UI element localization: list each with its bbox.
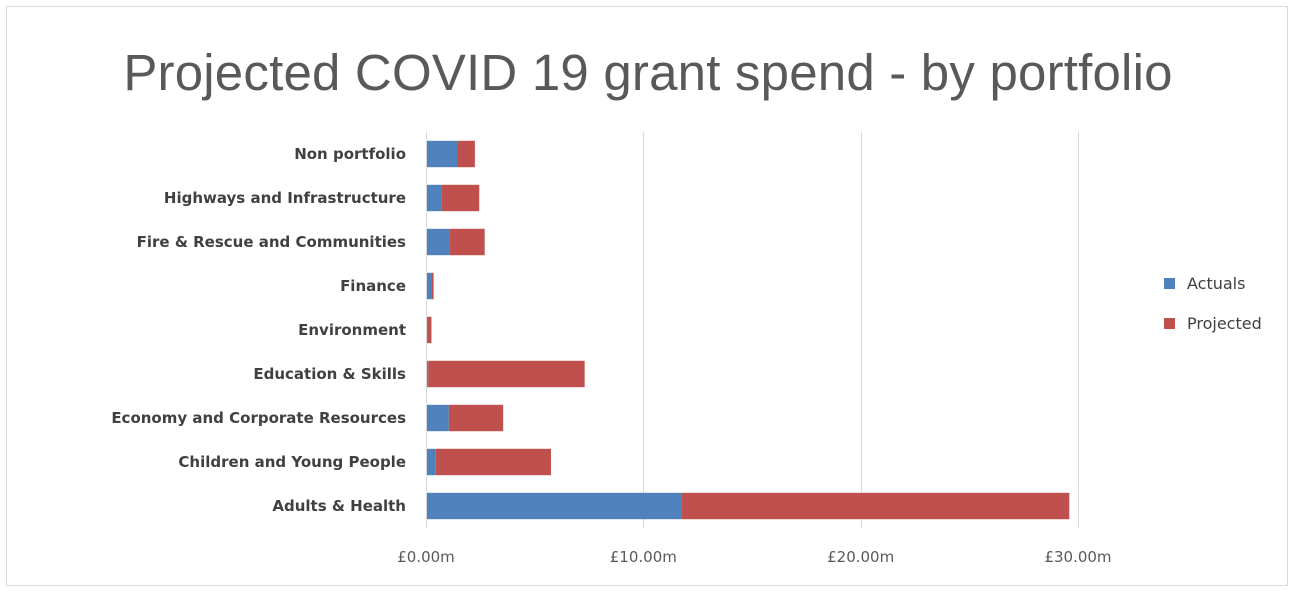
bar-projected xyxy=(428,360,585,388)
legend-label-projected: Projected xyxy=(1187,313,1262,333)
chart-frame: Projected COVID 19 grant spend - by port… xyxy=(6,6,1288,586)
chart-legend: Actuals Projected xyxy=(1164,272,1262,352)
bar-projected xyxy=(435,448,551,476)
category-label: Adults & Health xyxy=(272,497,406,515)
bar-projected xyxy=(457,140,475,168)
bar-projected xyxy=(427,316,432,344)
bar-actuals xyxy=(426,360,429,388)
category-label: Non portfolio xyxy=(294,145,406,163)
x-tick-label: £20.00m xyxy=(827,548,894,566)
legend-swatch-projected xyxy=(1164,317,1175,329)
bar-actuals xyxy=(426,448,436,476)
legend-swatch-actuals xyxy=(1164,277,1175,289)
legend-item-projected: Projected xyxy=(1164,312,1262,334)
bar-actuals xyxy=(426,140,458,168)
category-label: Economy and Corporate Resources xyxy=(111,409,406,427)
bar-projected xyxy=(448,404,504,432)
bar-actuals xyxy=(426,184,442,212)
bar-actuals xyxy=(426,272,432,300)
category-label: Highways and Infrastructure xyxy=(164,189,406,207)
legend-label-actuals: Actuals xyxy=(1187,273,1246,293)
category-label: Children and Young People xyxy=(178,453,406,471)
category-label: Environment xyxy=(298,321,406,339)
bar-actuals xyxy=(426,492,682,520)
legend-item-actuals: Actuals xyxy=(1164,272,1262,294)
chart-title: Projected COVID 19 grant spend - by port… xyxy=(123,44,1173,101)
x-tick-label: £30.00m xyxy=(1044,548,1111,566)
bar-projected xyxy=(441,184,480,212)
x-tick-label: £0.00m xyxy=(397,548,455,566)
category-label: Finance xyxy=(340,277,406,295)
category-label: Education & Skills xyxy=(253,365,406,383)
bar-projected xyxy=(681,492,1070,520)
x-tick-label: £10.00m xyxy=(610,548,677,566)
bar-actuals xyxy=(426,404,449,432)
bar-projected xyxy=(431,272,434,300)
bar-projected xyxy=(449,228,485,256)
category-label: Fire & Rescue and Communities xyxy=(137,233,406,251)
bar-actuals xyxy=(426,228,450,256)
